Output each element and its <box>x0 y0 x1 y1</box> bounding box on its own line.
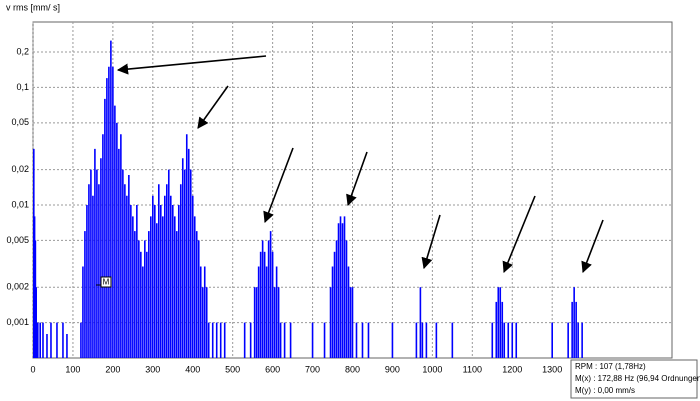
y-axis-label: v rms [mm/ s] <box>6 2 60 12</box>
marker-label: M <box>103 278 110 287</box>
arrow <box>421 214 441 270</box>
x-tick-label: 1000 <box>422 364 442 374</box>
y-tick-label: 0,05 <box>11 117 29 127</box>
info-line: RPM : 107 (1,78Hz) <box>575 362 646 371</box>
y-tick-label: 0,001 <box>6 317 29 327</box>
y-tick-label: 0,005 <box>6 235 29 245</box>
arrow <box>581 219 604 274</box>
x-tick-label: 700 <box>305 364 320 374</box>
y-tick-label: 0,1 <box>16 82 29 92</box>
x-tick-label: 200 <box>105 364 120 374</box>
info-box: RPM : 107 (1,78Hz) M(x) : 172,88 Hz (96,… <box>570 359 700 399</box>
arrow <box>346 151 368 207</box>
marker-box <box>100 276 112 288</box>
x-tick-label: 600 <box>265 364 280 374</box>
y-tick-label: 0,2 <box>16 46 29 56</box>
x-tick-label: 400 <box>185 364 200 374</box>
info-frame <box>570 359 698 399</box>
x-tick-label: 1300 <box>542 364 562 374</box>
arrow <box>197 85 229 129</box>
marker: M <box>96 276 112 288</box>
annotation-arrows <box>116 55 604 274</box>
x-tick-label: 1100 <box>463 364 482 374</box>
x-tick-label: 100 <box>65 364 80 374</box>
x-tick-label: 900 <box>385 364 400 374</box>
x-tick-label: 0 <box>30 364 35 374</box>
x-tick-label: 1200 <box>502 364 522 374</box>
y-tick-label: 0,01 <box>11 199 29 209</box>
arrow <box>502 195 536 274</box>
x-tick-label: 500 <box>225 364 240 374</box>
arrow <box>116 55 267 75</box>
info-line: M(y) : 0,00 mm/s <box>575 386 635 395</box>
y-tick-label: 0,002 <box>6 282 29 292</box>
x-tick-label: 800 <box>345 364 360 374</box>
info-line: M(x) : 172,88 Hz (96,94 Ordnungen) <box>575 374 700 383</box>
arrow <box>263 147 294 224</box>
y-tick-label: 0,02 <box>11 164 29 174</box>
x-tick-label: 300 <box>145 364 160 374</box>
